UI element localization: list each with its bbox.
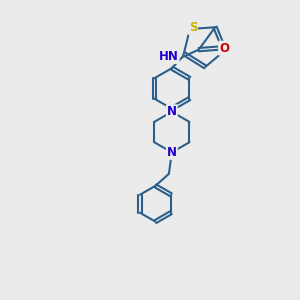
Text: O: O — [219, 42, 229, 55]
Text: HN: HN — [159, 50, 179, 63]
Text: N: N — [167, 146, 177, 159]
Text: S: S — [189, 21, 197, 34]
Text: N: N — [167, 105, 177, 118]
